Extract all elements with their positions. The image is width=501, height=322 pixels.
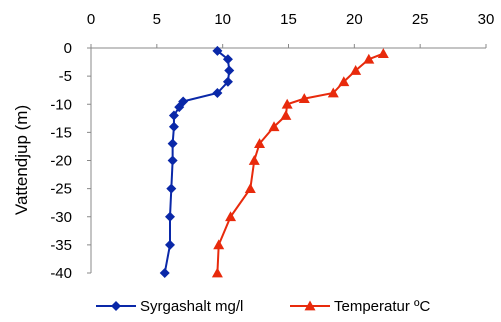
oxygen-data-point <box>166 183 177 194</box>
oxygen-data-point <box>159 268 170 278</box>
x-tick-label: 15 <box>280 11 297 28</box>
temperature-data-point <box>350 65 362 75</box>
oxygen-data-point <box>165 211 175 222</box>
y-tick-label: -20 <box>50 153 72 170</box>
y-tick-label: -30 <box>50 209 72 226</box>
oxygen-data-point <box>224 65 235 76</box>
y-tick-label: -15 <box>50 124 72 141</box>
oxygen-data-point <box>165 239 175 250</box>
y-tick-label: 0 <box>64 40 72 57</box>
temperature-data-point <box>377 48 389 59</box>
x-tick-label: 25 <box>412 11 429 28</box>
oxygen-data-point <box>167 138 178 149</box>
x-tick-label: 5 <box>153 11 161 28</box>
series-group <box>159 45 389 278</box>
legend: Syrgashalt mg/l Temperatur ºC <box>96 298 431 315</box>
y-tick-label: -5 <box>59 68 72 85</box>
temperature-data-point <box>280 110 292 120</box>
temperature-data-point <box>363 53 375 64</box>
x-tick-label: 10 <box>214 11 231 28</box>
temperature-legend-marker <box>304 300 316 311</box>
temperature-data-point <box>211 267 223 278</box>
temperature-data-point <box>225 211 237 222</box>
oxygen-legend-label: Syrgashalt mg/l <box>140 298 243 315</box>
temperature-data-point <box>281 98 293 109</box>
y-tick-label: -10 <box>50 96 72 113</box>
oxygen-data-point <box>167 155 178 166</box>
oxygen-data-point <box>168 121 179 132</box>
temperature-data-point <box>254 138 266 149</box>
axes-group <box>87 44 487 274</box>
oxygen-data-point <box>222 76 233 87</box>
temperature-data-point <box>338 76 350 87</box>
temperature-data-point <box>298 93 310 104</box>
temperature-data-point <box>248 155 260 165</box>
temperature-data-point <box>244 183 256 194</box>
temperature-data-point <box>327 87 339 98</box>
x-tick-label: 30 <box>478 11 495 28</box>
oxygen-data-point <box>168 110 179 121</box>
y-axis-title: Vattendjup (m) <box>12 105 31 215</box>
temperature-series-line <box>216 52 384 274</box>
x-tick-labels: 0 5 10 15 20 25 30 <box>87 11 495 28</box>
temperature-legend-label: Temperatur ºC <box>334 298 431 315</box>
oxygen-data-point <box>212 88 223 98</box>
x-tick-label: 0 <box>87 11 95 28</box>
y-tick-label: -25 <box>50 181 72 198</box>
oxygen-data-point <box>222 54 233 65</box>
y-tick-label: -35 <box>50 237 72 254</box>
oxygen-data-point <box>174 102 185 113</box>
temperature-data-point <box>213 239 225 250</box>
y-tick-label: -40 <box>50 265 72 282</box>
temperature-data-point <box>268 121 280 132</box>
oxygen-legend-marker <box>111 301 121 311</box>
oxygen-data-point <box>212 45 223 56</box>
y-tick-labels: 0 -5 -10 -15 -20 -25 -30 -35 -40 <box>50 40 72 282</box>
x-tick-label: 20 <box>346 11 363 28</box>
